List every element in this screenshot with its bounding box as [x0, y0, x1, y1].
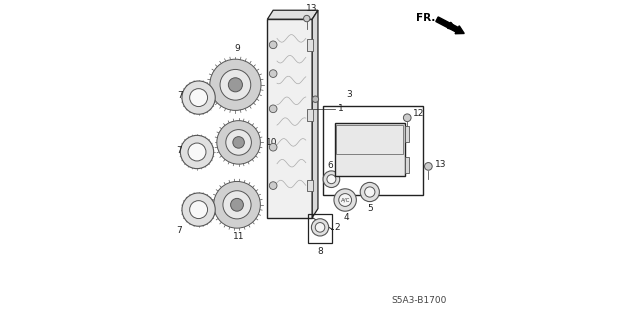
Circle shape — [269, 182, 277, 189]
Polygon shape — [312, 10, 318, 218]
Text: 12: 12 — [413, 109, 424, 118]
Circle shape — [269, 143, 277, 151]
Circle shape — [182, 81, 215, 114]
Circle shape — [210, 59, 261, 110]
Circle shape — [269, 105, 277, 113]
Text: 10: 10 — [266, 138, 277, 147]
Text: 5: 5 — [368, 204, 373, 213]
Bar — [307, 39, 313, 51]
Circle shape — [344, 157, 353, 165]
Bar — [405, 126, 409, 142]
Bar — [405, 157, 409, 173]
Circle shape — [190, 89, 207, 107]
Circle shape — [311, 219, 328, 236]
Circle shape — [182, 193, 215, 226]
Circle shape — [190, 201, 207, 219]
Text: 7: 7 — [176, 146, 181, 155]
Circle shape — [223, 191, 251, 219]
Text: 4: 4 — [343, 213, 349, 222]
Text: 2: 2 — [334, 223, 340, 232]
Text: 7: 7 — [176, 226, 181, 235]
Bar — [323, 106, 423, 195]
FancyArrow shape — [436, 17, 464, 34]
Text: 13: 13 — [306, 4, 317, 13]
Circle shape — [425, 163, 432, 170]
Circle shape — [188, 143, 206, 161]
Text: 6: 6 — [327, 161, 333, 170]
Circle shape — [387, 157, 396, 165]
Circle shape — [304, 15, 310, 22]
Bar — [335, 123, 405, 176]
Polygon shape — [268, 10, 318, 19]
Circle shape — [180, 135, 214, 169]
Circle shape — [339, 194, 352, 206]
Circle shape — [384, 153, 399, 169]
Text: 1: 1 — [338, 104, 344, 113]
Circle shape — [366, 157, 374, 165]
Circle shape — [226, 130, 252, 155]
Circle shape — [327, 175, 336, 184]
Bar — [307, 180, 313, 191]
Text: 3: 3 — [346, 90, 352, 99]
Bar — [336, 125, 403, 154]
Text: 8: 8 — [317, 247, 323, 256]
Circle shape — [231, 198, 243, 211]
Circle shape — [228, 78, 242, 92]
Circle shape — [323, 171, 340, 188]
Circle shape — [233, 137, 244, 148]
Bar — [308, 214, 332, 243]
Circle shape — [217, 121, 261, 164]
Circle shape — [269, 70, 277, 77]
Circle shape — [334, 189, 356, 211]
Bar — [268, 19, 312, 218]
Text: A/C: A/C — [340, 197, 350, 203]
Text: 7: 7 — [177, 91, 183, 100]
Text: 9: 9 — [234, 44, 240, 52]
Circle shape — [360, 182, 379, 202]
Circle shape — [312, 96, 319, 102]
Text: FR.: FR. — [416, 12, 436, 23]
Text: 11: 11 — [233, 232, 244, 241]
Circle shape — [269, 41, 277, 49]
Circle shape — [403, 114, 411, 122]
Text: S5A3-B1700: S5A3-B1700 — [392, 296, 447, 305]
Circle shape — [365, 187, 375, 197]
Circle shape — [362, 153, 378, 169]
Bar — [307, 109, 313, 121]
Text: 13: 13 — [436, 160, 447, 169]
Circle shape — [315, 223, 325, 232]
Circle shape — [340, 153, 356, 169]
Circle shape — [220, 69, 251, 100]
Circle shape — [214, 181, 261, 228]
